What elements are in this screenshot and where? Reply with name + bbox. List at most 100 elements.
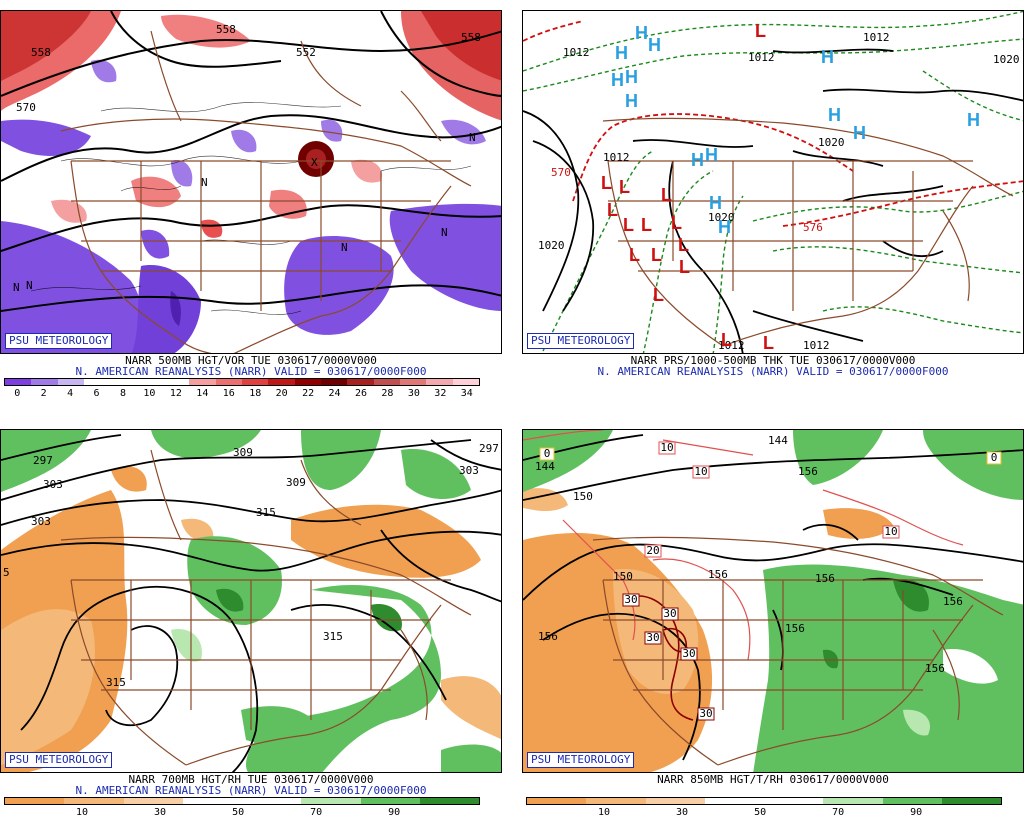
height-label: 297	[479, 442, 499, 455]
high-pressure-marker: H	[853, 123, 866, 143]
colorbar-swatch	[399, 379, 427, 385]
map-500mb-svg: 558 570 558 558 552 N N N N X N N	[1, 11, 501, 353]
colorbar-tick-label: 22	[302, 388, 315, 399]
height-label: 315	[106, 676, 126, 689]
colorbar-swatch	[373, 379, 400, 385]
colorbar-swatch	[123, 798, 183, 804]
height-label: 144	[768, 434, 788, 447]
high-pressure-marker: H	[705, 145, 718, 165]
map-850mb-temp-rh: 144 144 150 150 156 156 156 156 156 156 …	[522, 429, 1024, 773]
low-pressure-marker: L	[601, 173, 612, 193]
map-850mb-svg: 144 144 150 150 156 156 156 156 156 156 …	[523, 430, 1023, 772]
panel-subtitle: N. AMERICAN REANALYSIS (NARR) VALID = 03…	[75, 365, 427, 378]
high-pressure-marker: H	[648, 35, 661, 55]
colorbar-tick-label: 70	[832, 807, 845, 818]
colorbar-tick-label: 4	[67, 388, 74, 399]
colorbar-swatch	[268, 379, 295, 385]
vorticity-min-marker: N	[201, 176, 208, 189]
colorbar-swatch	[360, 798, 420, 804]
low-pressure-marker: L	[678, 235, 689, 255]
contour-label: 558	[31, 46, 51, 59]
colorbar-tick-label: 50	[754, 807, 767, 818]
colorbar-swatch	[110, 379, 137, 385]
isobar-label: 1020	[993, 53, 1020, 66]
isobar-label: 1012	[563, 46, 590, 59]
isobar-label: 1012	[803, 339, 830, 352]
colorbar-tick-label: 30	[407, 388, 420, 399]
contour-label: 558	[216, 23, 236, 36]
vorticity-colorbar-labels: 0 2 4 6 8 10 12 14 16 18 20 22 24 26 28 30 32 34	[4, 388, 480, 400]
isobar-label: 1012	[718, 339, 745, 352]
low-pressure-marker: L	[679, 257, 690, 277]
colorbar-tick-label: 8	[119, 388, 127, 399]
colorbar-swatch	[941, 798, 1001, 804]
colorbar-swatch	[301, 798, 361, 804]
colorbar-tick-label: 50	[232, 807, 245, 818]
low-pressure-marker: L	[607, 200, 618, 220]
high-pressure-marker: H	[615, 43, 628, 63]
map-700mb-rh: 297 303 309 303 315 315 297 303 315 309 …	[0, 429, 502, 773]
colorbar-swatch	[452, 379, 479, 385]
low-pressure-marker: L	[653, 285, 664, 305]
colorbar-swatch	[347, 379, 374, 385]
low-pressure-marker: L	[623, 215, 634, 235]
height-label: 150	[573, 490, 593, 503]
isobar-label: 1012	[603, 151, 630, 164]
vorticity-min-marker: N	[26, 279, 33, 292]
colorbar-swatch	[764, 798, 824, 804]
colorbar-tick-label: 2	[40, 388, 47, 399]
low-pressure-marker: L	[721, 330, 732, 350]
high-pressure-marker: H	[691, 150, 704, 170]
temperature-label: 30	[699, 707, 712, 720]
vorticity-min-marker: N	[441, 226, 448, 239]
panel-500mb-vorticity: 558 570 558 558 552 N N N N X N N PSU ME…	[0, 0, 502, 400]
isobar-label: 1020	[538, 239, 565, 252]
map-500mb-vorticity: 558 570 558 558 552 N N N N X N N PSU ME…	[0, 10, 502, 354]
colorbar-tick-label: 90	[910, 807, 923, 818]
psu-meteorology-badge: PSU METEOROLOGY	[5, 333, 113, 349]
height-label: 5	[3, 566, 10, 579]
colorbar-swatch	[704, 798, 764, 804]
colorbar-swatch	[419, 798, 479, 804]
low-pressure-marker: L	[763, 333, 774, 353]
high-pressure-marker: H	[625, 91, 638, 111]
colorbar-tick-label: 70	[310, 807, 323, 818]
colorbar-swatch	[320, 379, 348, 385]
psu-meteorology-badge: PSU METEOROLOGY	[527, 333, 635, 349]
colorbar-swatch	[242, 798, 302, 804]
height-label: 144	[535, 460, 555, 473]
colorbar-swatch	[215, 379, 242, 385]
colorbar-swatch	[645, 798, 705, 804]
height-label: 150	[613, 570, 633, 583]
contour-label: 552	[296, 46, 316, 59]
height-label: 303	[31, 515, 51, 528]
high-pressure-marker: H	[828, 105, 841, 125]
temperature-label: 10	[694, 465, 707, 478]
map-pressure-thickness: 1012 1012 1012 1020 1020 1020 1012 1012 …	[522, 10, 1024, 354]
colorbar-tick-label: 26	[354, 388, 368, 399]
colorbar-swatch	[241, 379, 269, 385]
high-pressure-marker: H	[635, 23, 648, 43]
colorbar-tick-label: 14	[196, 388, 209, 399]
high-pressure-marker: H	[611, 70, 624, 90]
rh-colorbar-labels: 10 30 50 70 90	[4, 807, 480, 819]
panel-700mb-rh: 297 303 309 303 315 315 297 303 315 309 …	[0, 419, 502, 819]
temperature-label: 10	[884, 525, 897, 538]
vorticity-min-marker: N	[13, 281, 20, 294]
height-label: 156	[798, 465, 818, 478]
colorbar-tick-label: 10	[598, 807, 611, 818]
high-pressure-marker: H	[709, 193, 722, 213]
colorbar-swatch	[57, 379, 84, 385]
colorbar-swatch	[31, 379, 58, 385]
colorbar-swatch	[5, 379, 32, 385]
psu-meteorology-badge: PSU METEOROLOGY	[5, 752, 113, 768]
vorticity-min-marker: N	[469, 131, 476, 144]
height-label: 156	[785, 622, 805, 635]
colorbar-swatch	[182, 798, 242, 804]
height-label: 156	[943, 595, 963, 608]
low-pressure-marker: L	[641, 215, 652, 235]
temperature-label: 0	[544, 447, 551, 460]
colorbar-tick-label: 30	[154, 807, 167, 818]
contour-label: 558	[461, 31, 481, 44]
colorbar-swatch	[162, 379, 190, 385]
